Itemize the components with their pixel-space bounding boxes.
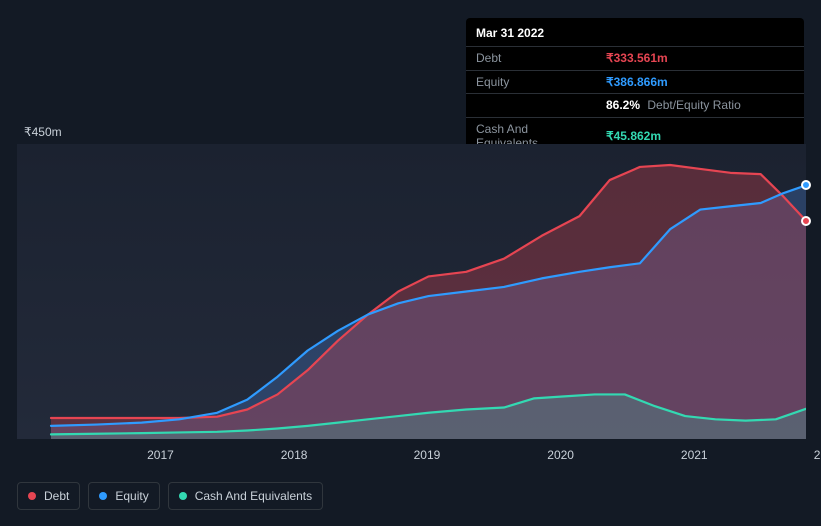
x-axis-tick: 2017 xyxy=(147,448,174,462)
y-axis-max: ₹450m xyxy=(24,125,62,139)
legend-label: Cash And Equivalents xyxy=(195,489,312,503)
chart-svg xyxy=(17,144,806,439)
legend-dot-icon xyxy=(28,492,36,500)
tooltip-date: Mar 31 2022 xyxy=(466,26,804,46)
dashboard-panel: Mar 31 2022 Debt₹333.561mEquity₹386.866m… xyxy=(0,0,821,526)
tooltip-row-label xyxy=(466,94,596,117)
legend-label: Debt xyxy=(44,489,69,503)
tooltip-row-label: Equity xyxy=(466,70,596,93)
x-axis-tick: 2022 xyxy=(814,448,821,462)
tooltip-row-value: 86.2% Debt/Equity Ratio xyxy=(596,94,804,117)
tooltip-row-sublabel: Debt/Equity Ratio xyxy=(644,98,741,112)
tooltip-row: Debt₹333.561m xyxy=(466,47,804,70)
chart-area-debt xyxy=(51,165,806,439)
tooltip-row: 86.2% Debt/Equity Ratio xyxy=(466,94,804,117)
chart-tooltip: Mar 31 2022 Debt₹333.561mEquity₹386.866m… xyxy=(466,18,804,158)
tooltip-row: Equity₹386.866m xyxy=(466,70,804,93)
legend-dot-icon xyxy=(179,492,187,500)
tooltip-row-label: Debt xyxy=(466,47,596,70)
series-end-dot-debt xyxy=(801,216,811,226)
tooltip-table: Debt₹333.561mEquity₹386.866m86.2% Debt/E… xyxy=(466,46,804,154)
chart-legend: Debt Equity Cash And Equivalents xyxy=(17,482,323,510)
x-axis-tick: 2021 xyxy=(681,448,708,462)
x-axis-tick: 2020 xyxy=(547,448,574,462)
legend-item-equity[interactable]: Equity xyxy=(88,482,159,510)
x-axis-tick: 2018 xyxy=(281,448,308,462)
tooltip-row-value: ₹333.561m xyxy=(596,47,804,70)
legend-item-cash-and-equivalents[interactable]: Cash And Equivalents xyxy=(168,482,323,510)
legend-label: Equity xyxy=(115,489,148,503)
x-axis-tick: 2019 xyxy=(414,448,441,462)
tooltip-row-value: ₹386.866m xyxy=(596,70,804,93)
series-end-dot-equity xyxy=(801,180,811,190)
legend-item-debt[interactable]: Debt xyxy=(17,482,80,510)
chart-plot-area[interactable] xyxy=(17,144,806,439)
legend-dot-icon xyxy=(99,492,107,500)
